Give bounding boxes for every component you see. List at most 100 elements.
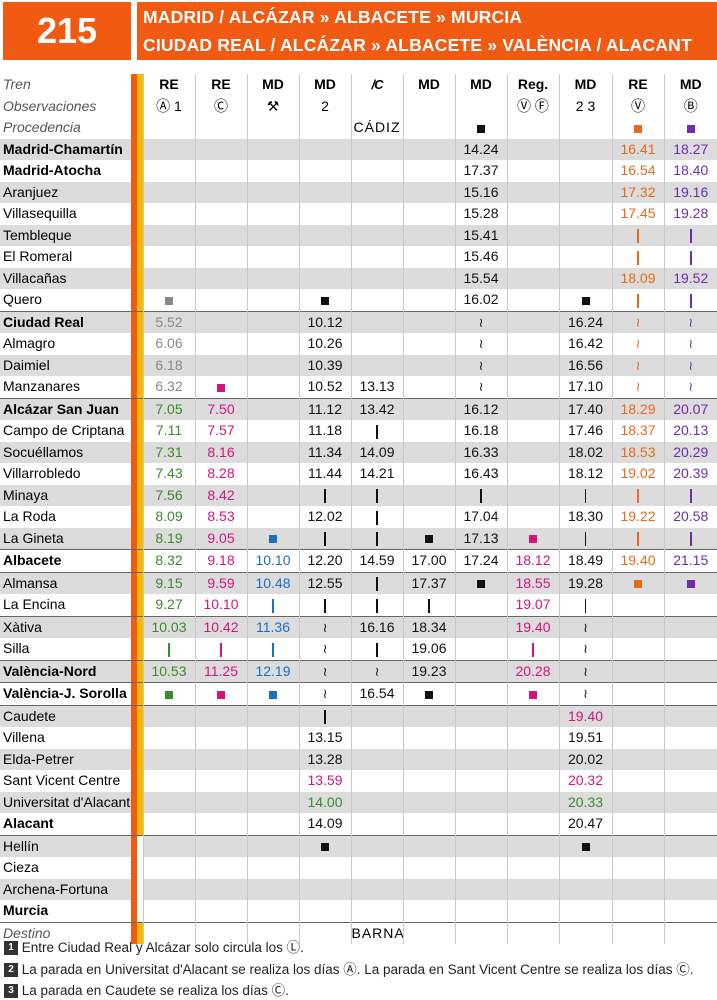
departure-time: [350, 160, 403, 182]
observations-cell: Ⓐ 1: [142, 95, 195, 117]
route-bar-right: [137, 659, 143, 683]
departure-time: 11.12: [298, 397, 351, 420]
pass-line-icon: [584, 489, 587, 504]
station-name: Villena: [3, 729, 45, 746]
departure-time: [194, 160, 247, 182]
departure-time: [454, 594, 507, 616]
departure-time: [454, 638, 507, 660]
route-bar-left: [131, 659, 137, 683]
departure-time: [506, 397, 559, 420]
departure-time: 19.40: [611, 549, 664, 572]
departure-time: [402, 333, 455, 355]
departure-time: [506, 354, 559, 376]
departure-time: [663, 682, 717, 705]
departure-time: 8.19: [142, 527, 195, 550]
departure-time: [402, 160, 455, 182]
other-route: ≀: [454, 333, 507, 355]
departure-time: [142, 900, 195, 922]
departure-time: 10.10: [246, 549, 299, 572]
footnote-number: 1: [4, 941, 18, 956]
departure-time: [506, 704, 559, 727]
route-bar-right: [137, 571, 143, 594]
pass-through: [611, 289, 664, 311]
destino-cell: [663, 921, 717, 944]
station-row: Alacant 14.09 20.47: [0, 813, 717, 835]
departure-time: 7.05: [142, 397, 195, 420]
route-bar-right: [137, 770, 143, 792]
departure-time: [506, 310, 559, 333]
departure-time: [298, 857, 351, 879]
stop-marker: [454, 571, 507, 594]
departure-time: [246, 834, 299, 857]
destino-cell: [194, 921, 247, 944]
row-label-destino: Destino: [0, 921, 131, 944]
departure-time: [246, 354, 299, 376]
departure-time: [611, 791, 664, 813]
departure-time: [402, 834, 455, 857]
departure-time: [402, 203, 455, 225]
station-row: La Gineta 8.19 9.05 17.13: [0, 527, 717, 550]
trains-cell: RE: [142, 74, 195, 96]
departure-time: 19.28: [558, 571, 612, 594]
departure-time: [142, 203, 195, 225]
departure-time: [350, 834, 403, 857]
station-name: Minaya: [0, 484, 131, 506]
route-bar-right: [137, 246, 143, 268]
departure-time: 19.40: [506, 615, 559, 638]
route-bar-left: [131, 857, 137, 879]
departure-time: 17.46: [558, 420, 612, 442]
other-route: ≀: [611, 354, 664, 376]
departure-time: [402, 484, 455, 506]
station-row: Hellín: [0, 834, 717, 857]
stop-marker: [246, 682, 299, 705]
station-name: Sant Vicent Centre: [3, 772, 121, 789]
destino-cell: [454, 921, 507, 944]
station-name: Elda-Petrer: [0, 748, 131, 770]
row-label-observaciones: Observaciones: [3, 97, 97, 114]
station-row: Xàtiva 10.03 10.42 11.36 ≀ 16.16 18.34 19.40 ≀: [0, 615, 717, 638]
departure-time: [142, 748, 195, 770]
route-bar-left: [131, 354, 137, 376]
procedencia-cell: CÁDIZ: [350, 117, 403, 139]
departure-time: 20.58: [663, 506, 717, 528]
departure-time: [506, 289, 559, 311]
station-name: València-J. Sorolla: [0, 682, 131, 705]
station-row: Albacete 8.32 9.18 10.10 12.20 14.59 17.00 17.2…: [0, 549, 717, 572]
departure-time: 7.31: [142, 441, 195, 463]
departure-time: [350, 857, 403, 879]
route-bar-right: [137, 310, 143, 333]
departure-time: [506, 834, 559, 857]
departure-time: 12.02: [298, 506, 351, 528]
departure-time: [246, 138, 299, 160]
observations-cell: Ⓒ: [194, 95, 247, 117]
departure-time: [246, 203, 299, 225]
departure-time: [246, 289, 299, 311]
route-bar-left: [131, 181, 137, 203]
departure-time: [350, 704, 403, 727]
other-route-icon: ≀: [322, 641, 328, 657]
header-row-observaciones: Observaciones Ⓐ 1 Ⓒ ⚒ 2 Ⓥ Ⓕ 2 3 Ⓥ Ⓑ: [0, 95, 717, 117]
route-bar-left: [131, 813, 137, 835]
pass-line-icon: [637, 489, 639, 504]
departure-time: [663, 594, 717, 616]
departure-time: [611, 834, 664, 857]
departure-time: 11.34: [298, 441, 351, 463]
station-row: Alcázar San Juan 7.05 7.50 11.12 13.42 16.12 1…: [0, 397, 717, 420]
route-bar-right: [137, 463, 143, 485]
departure-time: 6.32: [142, 376, 195, 398]
station-row: València-Nord 10.53 11.25 12.19 ≀ ≀ 19.23 20.28…: [0, 659, 717, 683]
station-row: Sant Vicent Centre 13.59 20.32: [0, 770, 717, 792]
departure-time: 19.16: [663, 181, 717, 203]
route-bar-right: [137, 682, 143, 705]
trains-cell: /C: [350, 74, 403, 96]
procedencia-cell: [611, 117, 664, 139]
station-name: Xàtiva: [0, 615, 131, 638]
other-route: ≀: [454, 354, 507, 376]
departure-time: [194, 727, 247, 749]
pass-through: [558, 527, 612, 550]
station-name: València-Nord: [0, 659, 131, 683]
departure-time: [454, 704, 507, 727]
departure-time: [402, 878, 455, 900]
departure-time: [194, 813, 247, 835]
other-route-icon: ≀: [583, 686, 588, 702]
